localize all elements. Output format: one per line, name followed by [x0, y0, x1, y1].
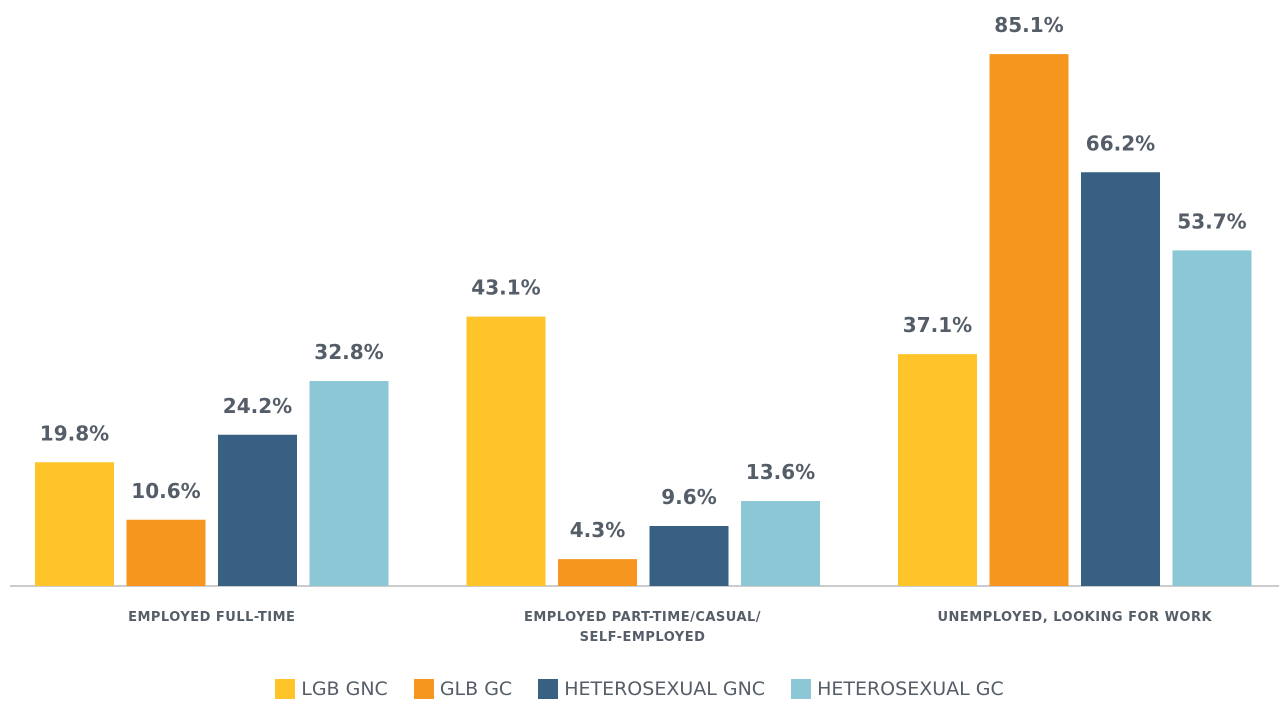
value-label: 37.1%: [903, 313, 972, 337]
bar: [35, 462, 114, 586]
bar: [466, 316, 546, 586]
bar: [649, 526, 729, 586]
bar: [989, 54, 1069, 586]
bar: [218, 434, 297, 586]
legend-item: HETEROSEXUAL GC: [791, 678, 1004, 700]
bar: [1081, 172, 1160, 586]
bar: [898, 354, 977, 586]
category-label: UNEMPLOYED, LOOKING FOR WORK: [937, 610, 1213, 625]
value-label: 53.7%: [1177, 209, 1246, 233]
value-label: 66.2%: [1086, 131, 1155, 155]
value-label: 85.1%: [994, 13, 1063, 37]
value-label: 32.8%: [314, 340, 383, 364]
legend-swatch: [791, 679, 812, 699]
legend-text: HETEROSEXUAL GNC: [564, 678, 766, 700]
value-label: 4.3%: [570, 518, 625, 542]
value-label: 43.1%: [471, 276, 540, 300]
legend-swatch: [538, 679, 559, 699]
bar: [558, 559, 637, 586]
legend-text: LGB GNC: [301, 678, 388, 700]
legend-swatch: [413, 679, 434, 699]
bar: [1172, 250, 1252, 586]
legend-swatch: [275, 679, 296, 699]
value-label: 10.6%: [131, 479, 200, 503]
value-label: 19.8%: [40, 421, 109, 445]
bar: [309, 381, 389, 586]
value-label: 24.2%: [223, 394, 292, 418]
legend-text: HETEROSEXUAL GC: [817, 678, 1004, 700]
bar: [741, 501, 820, 586]
legend-text: GLB GC: [439, 678, 513, 700]
category-label: EMPLOYED FULL-TIME: [128, 610, 296, 625]
category-label: EMPLOYED PART-TIME/CASUAL/ SELF-EMPLOYED: [523, 610, 762, 645]
value-label: 13.6%: [746, 460, 815, 484]
legend-item: HETEROSEXUAL GNC: [538, 678, 765, 700]
legend-item: LGB GNC: [275, 678, 388, 700]
legend: LGB GNC GLB GC HETEROSEXUAL GNC HETEROSEXUA…: [0, 678, 1279, 700]
value-label: 9.6%: [661, 485, 716, 509]
legend-item: GLB GC: [413, 678, 513, 700]
bar: [126, 519, 206, 586]
